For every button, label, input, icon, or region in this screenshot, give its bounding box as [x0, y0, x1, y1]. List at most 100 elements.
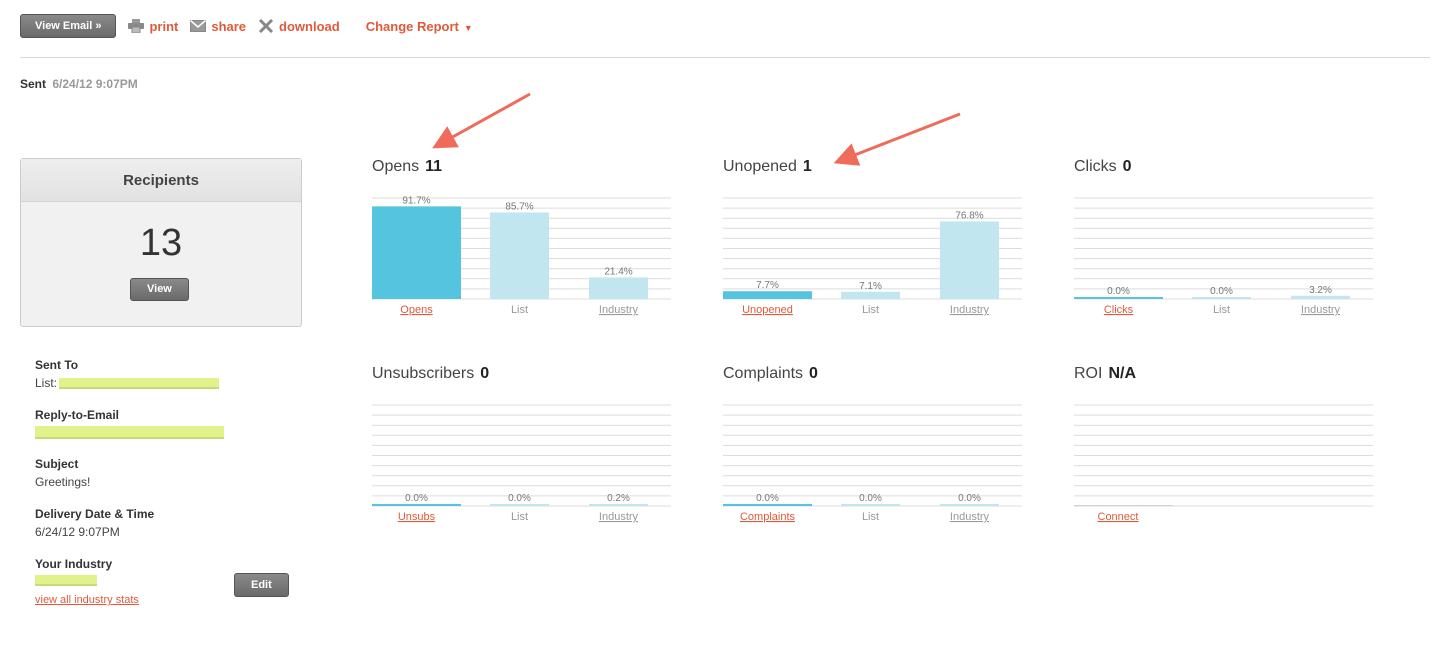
- complaints-value-label-list: 0.0%: [859, 493, 882, 504]
- download-icon: [258, 19, 274, 33]
- arrow-to-opens: [432, 92, 531, 149]
- unsubscribers-value-label-industry: 0.2%: [607, 493, 630, 504]
- reply-to-label: Reply-to-Email: [35, 408, 120, 422]
- roi-baseline: [1074, 505, 1173, 506]
- unopened-count: 1: [802, 158, 812, 175]
- unsubscribers-chart-title: Unsubscribers 0: [372, 365, 489, 383]
- unsubscribers-bar-list: [490, 504, 549, 506]
- complaints-category-complaints[interactable]: Complaints: [740, 511, 796, 523]
- roi-chart-title: ROI N/A: [1074, 365, 1136, 383]
- complaints-bar-plot: 0.0% Complaints 0.0% List 0.0% Industry: [723, 404, 1022, 523]
- unsubscribers-count: 0: [480, 365, 490, 382]
- view-email-button[interactable]: View Email »: [20, 14, 117, 38]
- unopened-category-unopened[interactable]: Unopened: [742, 304, 793, 316]
- roi-title-label: ROI: [1074, 365, 1103, 382]
- subject-block: Subject Greetings!: [35, 457, 295, 489]
- industry-block: Your Industry view all industry stats: [35, 557, 295, 606]
- opens-category-industry[interactable]: Industry: [599, 304, 639, 316]
- view-recipients-button[interactable]: View: [130, 278, 189, 301]
- industry-value: [35, 575, 295, 586]
- sent-to-value: List:: [35, 376, 295, 390]
- change-report-label: Change Report: [365, 18, 459, 34]
- sent-label: Sent: [20, 77, 47, 91]
- clicks-bar-clicks: [1074, 297, 1163, 299]
- share-label: share: [211, 18, 247, 34]
- unopened-bar-industry: [940, 221, 999, 299]
- opens-category-list: List: [511, 304, 528, 316]
- delivery-label: Delivery Date & Time: [35, 507, 155, 521]
- clicks-value-label-list: 0.0%: [1210, 286, 1233, 297]
- unsubscribers-value-label-unsubs: 0.0%: [405, 493, 428, 504]
- unopened-category-industry[interactable]: Industry: [950, 304, 990, 316]
- unsubscribers-bar-unsubs: [372, 504, 461, 506]
- complaints-category-list: List: [862, 511, 879, 523]
- opens-bar-plot: 91.7% Opens 85.7% List 21.4% Industry: [372, 195, 671, 316]
- clicks-title-label: Clicks: [1074, 158, 1117, 175]
- complaints-bar-complaints: [723, 504, 812, 506]
- change-report-dropdown[interactable]: Change Report ▼: [366, 19, 473, 34]
- opens-count: 11: [425, 158, 443, 175]
- edit-industry-button[interactable]: Edit: [234, 573, 289, 597]
- unsubscribers-category-industry[interactable]: Industry: [599, 511, 639, 523]
- clicks-category-clicks[interactable]: Clicks: [1104, 304, 1134, 316]
- printer-icon: [128, 19, 145, 33]
- subject-value: Greetings!: [35, 475, 91, 489]
- sent-info: Sent 6/24/12 9:07PM: [20, 77, 138, 91]
- opens-bar-list: [490, 212, 549, 299]
- complaints-count: 0: [809, 365, 818, 382]
- clicks-value-label-clicks: 0.0%: [1107, 286, 1130, 297]
- unopened-bar-list: [841, 291, 900, 299]
- opens-value-label-list: 85.7%: [505, 201, 533, 212]
- clicks-bar-plot: 0.0% Clicks 0.0% List 3.2% Industry: [1074, 197, 1373, 316]
- clicks-chart-title: Clicks 0: [1074, 158, 1132, 176]
- list-prefix: List:: [35, 376, 58, 390]
- complaints-category-industry[interactable]: Industry: [950, 511, 990, 523]
- unopened-category-list: List: [862, 304, 879, 316]
- recipients-box: Recipients 13 View: [20, 158, 302, 327]
- recipients-title: Recipients: [21, 159, 301, 202]
- unsubscribers-bar-plot: 0.0% Unsubs 0.0% List 0.2% Industry: [372, 404, 671, 523]
- redacted-reply-email: [35, 426, 224, 439]
- unopened-value-label-list: 7.1%: [859, 281, 882, 292]
- roi-category-connect[interactable]: Connect: [1098, 511, 1139, 523]
- complaints-value-label-complaints: 0.0%: [756, 493, 779, 504]
- complaints-title-label: Complaints: [723, 365, 804, 382]
- view-industry-stats-link[interactable]: view all industry stats: [35, 594, 139, 606]
- opens-category-opens[interactable]: Opens: [400, 304, 433, 316]
- unsubscribers-category-unsubs[interactable]: Unsubs: [398, 511, 436, 523]
- delivery-value: 6/24/12 9:07PM: [35, 525, 120, 539]
- print-link[interactable]: print: [128, 19, 178, 34]
- unopened-title-label: Unopened: [723, 158, 797, 175]
- roi-bar-plot: Connect: [1074, 404, 1373, 523]
- subject-label: Subject: [35, 457, 79, 471]
- redacted-list-name: [59, 377, 220, 389]
- redacted-industry: [35, 575, 97, 586]
- share-link[interactable]: share: [190, 19, 246, 34]
- clicks-bar-industry: [1291, 295, 1350, 299]
- opens-value-label-opens: 91.7%: [402, 195, 430, 206]
- caret-down-icon: ▼: [463, 22, 473, 33]
- unopened-value-label-industry: 76.8%: [955, 210, 983, 221]
- sent-to-label: Sent To: [35, 358, 79, 372]
- download-link[interactable]: download: [258, 19, 340, 34]
- complaints-chart: Complaints 0 0.0% Complaints 0.0% List 0.0% Ind…: [723, 365, 1023, 525]
- roi-count: N/A: [1108, 365, 1137, 382]
- clicks-category-industry[interactable]: Industry: [1301, 304, 1341, 316]
- arrow-to-unopened: [833, 112, 961, 166]
- complaints-value-label-industry: 0.0%: [958, 493, 981, 504]
- complaints-chart-title: Complaints 0: [723, 365, 818, 383]
- envelope-icon: [190, 20, 207, 32]
- clicks-category-list: List: [1213, 304, 1230, 316]
- opens-value-label-industry: 21.4%: [604, 266, 632, 277]
- opens-chart-title: Opens 11: [372, 158, 442, 176]
- unopened-bar-unopened: [723, 291, 812, 299]
- unsubscribers-title-label: Unsubscribers: [372, 365, 475, 382]
- sent-to-block: Sent To List:: [35, 358, 295, 390]
- opens-chart: Opens 11 91.7% Opens 85.7% List 21.4% Industry: [372, 158, 672, 318]
- reply-to-value: [35, 426, 295, 439]
- complaints-bar-industry: [940, 504, 999, 506]
- delivery-block: Delivery Date & Time 6/24/12 9:07PM: [35, 507, 295, 539]
- clicks-count: 0: [1122, 158, 1132, 175]
- header-divider: [20, 57, 1430, 58]
- clicks-value-label-industry: 3.2%: [1309, 285, 1332, 296]
